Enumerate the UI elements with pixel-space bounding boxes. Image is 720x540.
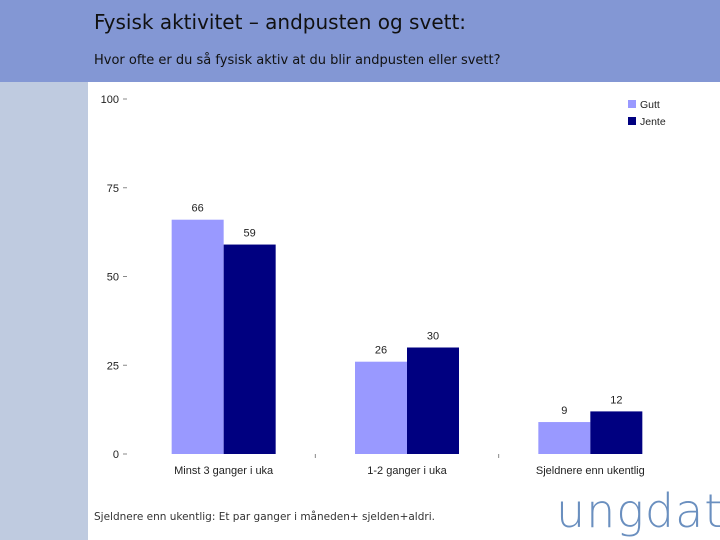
bars-group: 66 59 26 30 9 12 — [171, 203, 643, 454]
legend-label-jente: Jente — [640, 116, 666, 128]
x-category-label: Sjeldnere enn ukentlig — [536, 465, 645, 477]
legend-label-gutt: Gutt — [640, 99, 660, 111]
y-axis: 0 25 50 75 100 — [101, 94, 127, 461]
bar-data-label: 12 — [610, 394, 622, 406]
x-category-label: 1-2 ganger i uka — [367, 465, 447, 477]
ungdata-logo: ungdata — [556, 484, 720, 538]
slide-title: Fysisk aktivitet – andpusten og svett: — [94, 10, 467, 34]
x-category-label: Minst 3 ganger i uka — [174, 465, 274, 477]
y-tick-label: 75 — [107, 183, 119, 195]
legend-swatch-jente — [628, 117, 636, 125]
y-tick-label: 50 — [107, 272, 119, 284]
legend-swatch-gutt — [628, 100, 636, 108]
bar-gutt — [538, 422, 591, 454]
y-tick-label: 100 — [101, 94, 119, 106]
slide-subtitle: Hvor ofte er du så fysisk aktiv at du bl… — [94, 53, 501, 68]
left-decorative-band — [0, 82, 88, 540]
bar-gutt — [171, 219, 224, 454]
slide-header: Fysisk aktivitet – andpusten og svett: H… — [0, 0, 720, 82]
x-axis: Minst 3 ganger i uka 1-2 ganger i uka Sjel… — [174, 454, 645, 477]
bar-data-label: 66 — [192, 203, 204, 215]
bar-jente — [223, 244, 276, 454]
bar-jente — [590, 411, 643, 454]
y-tick-label: 0 — [113, 449, 119, 461]
y-tick-label: 25 — [107, 360, 119, 372]
footnote: Sjeldnere enn ukentlig: Et par ganger i … — [94, 511, 435, 523]
bar-data-label: 26 — [375, 345, 387, 357]
bar-data-label: 9 — [561, 405, 567, 417]
bar-jente — [407, 347, 459, 454]
chart-legend: Gutt Jente — [628, 99, 666, 128]
bar-chart: 0 25 50 75 100 Minst 3 ganger i uka 1-2 gange… — [101, 94, 666, 477]
bar-data-label: 59 — [244, 228, 256, 240]
bar-data-label: 30 — [427, 331, 439, 343]
bar-gutt — [355, 361, 407, 454]
